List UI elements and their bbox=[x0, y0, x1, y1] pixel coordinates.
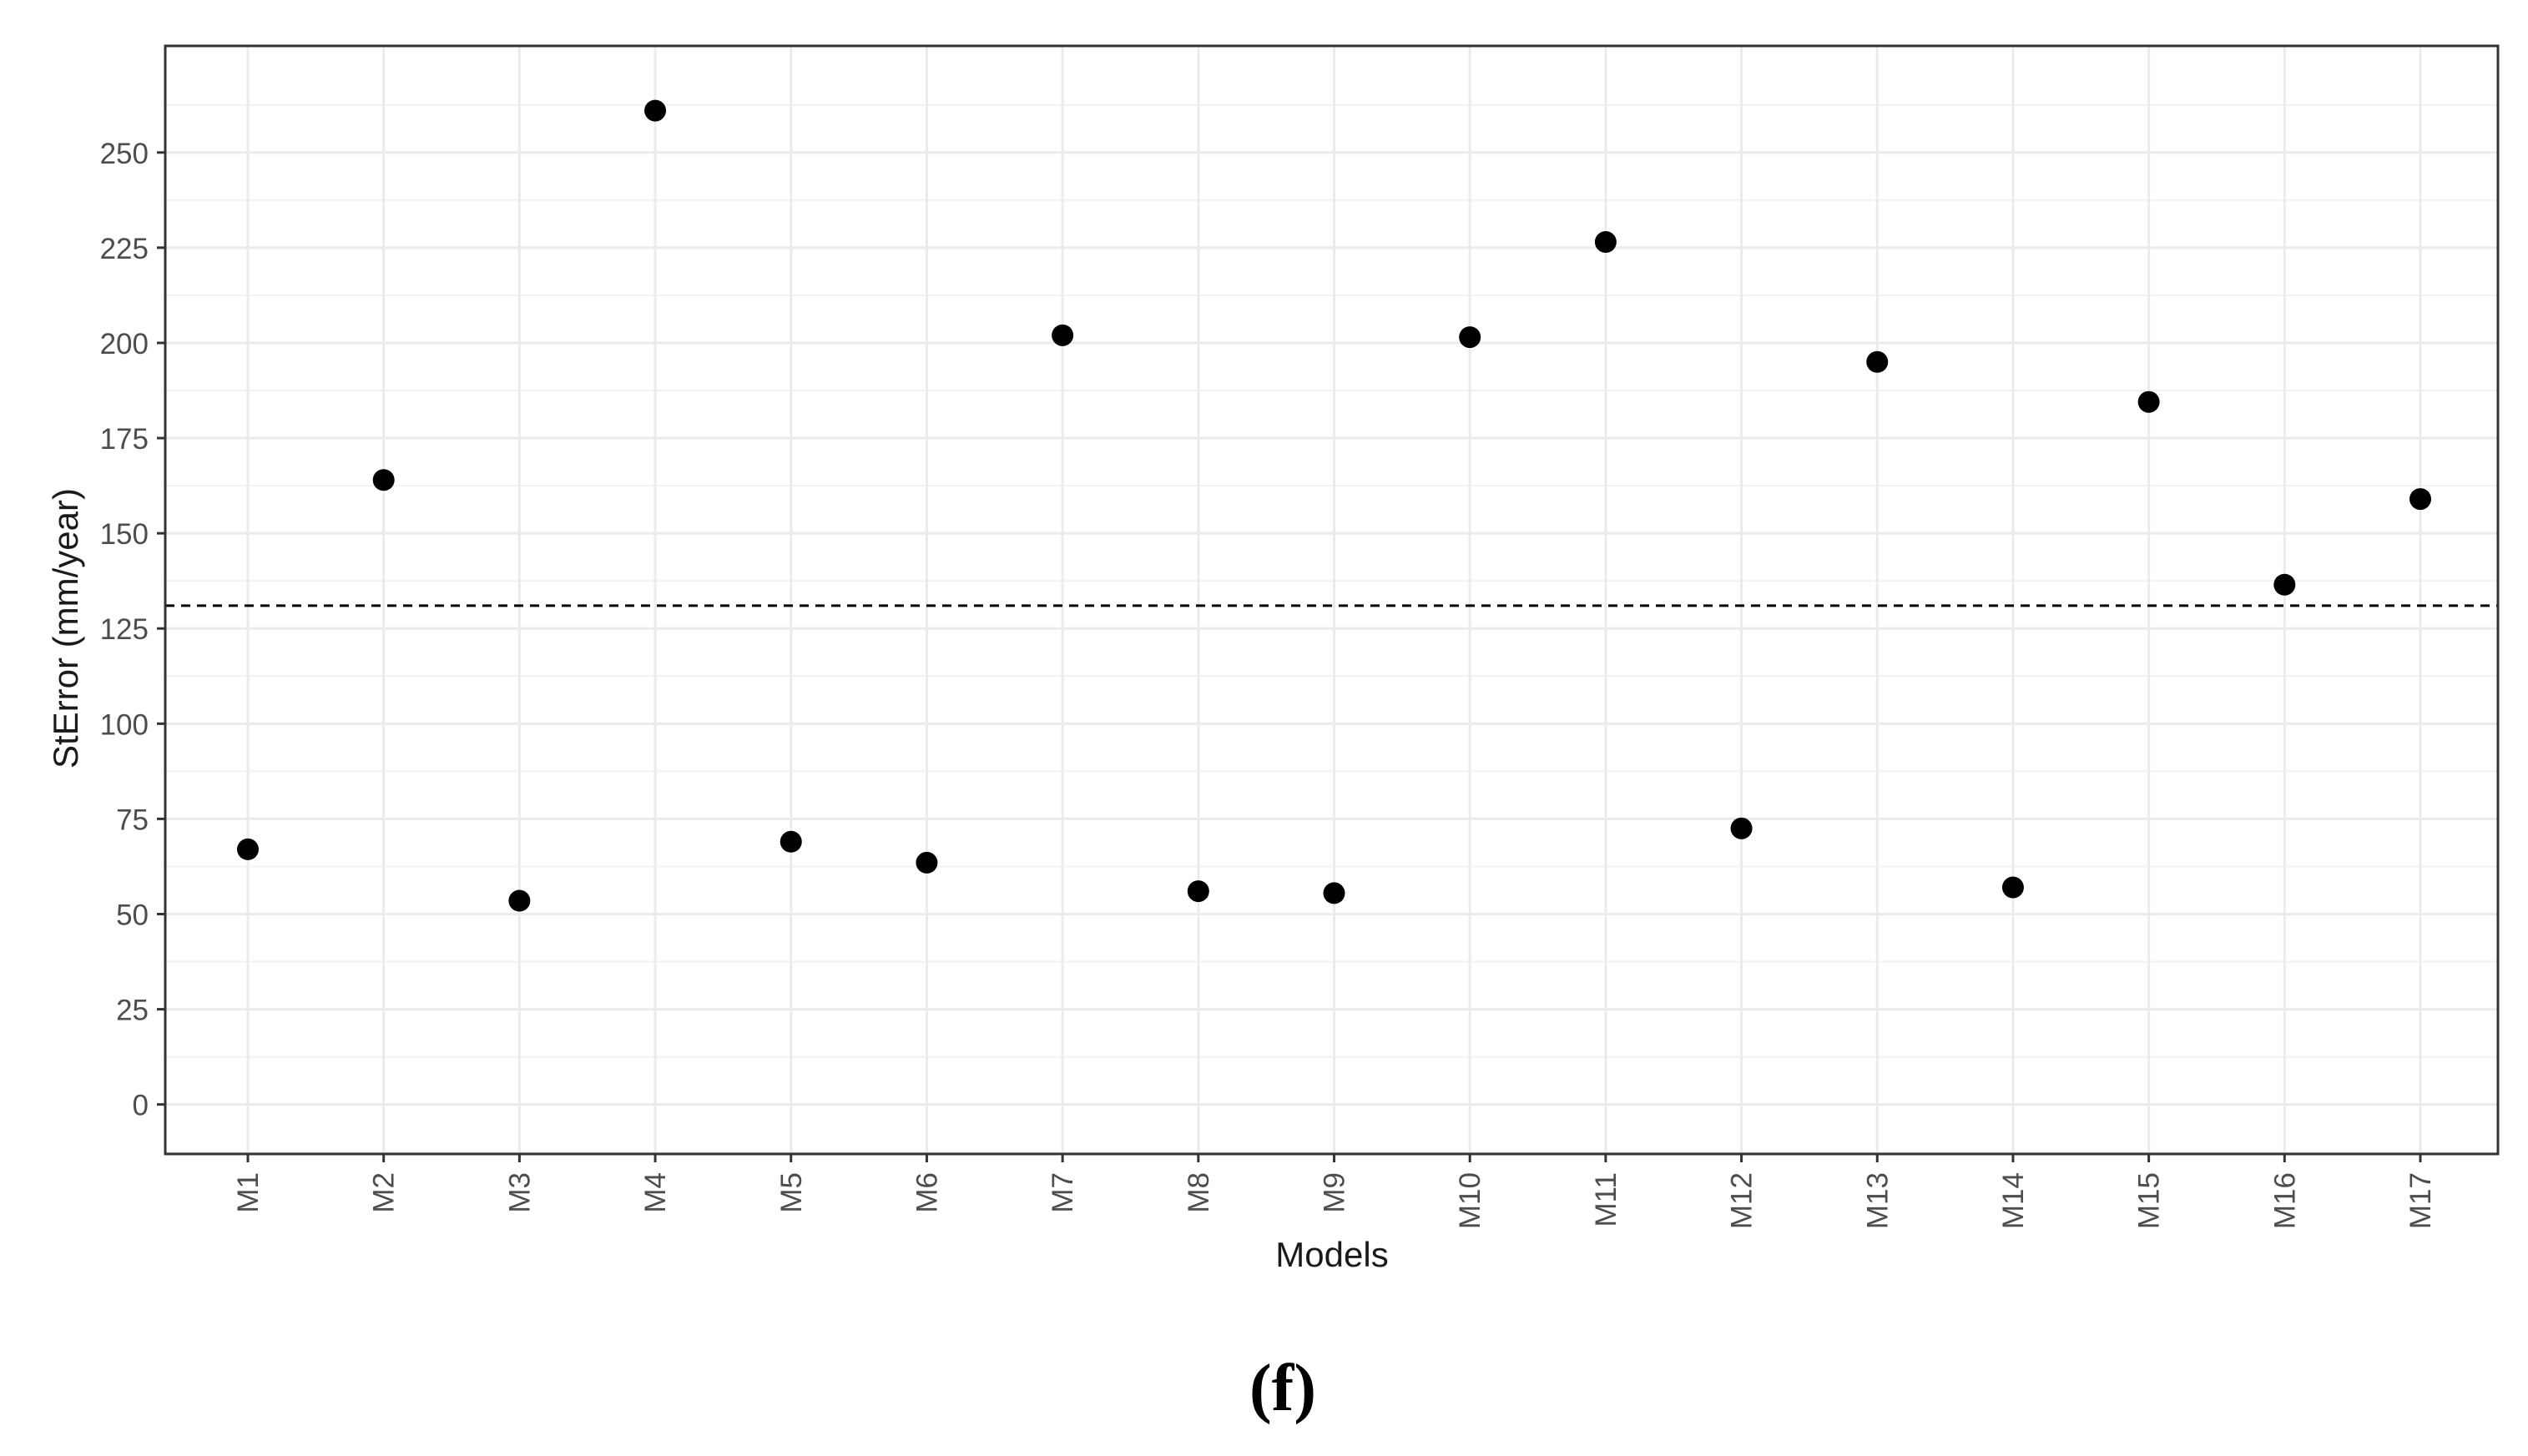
y-tick-label: 200 bbox=[100, 328, 149, 360]
y-tick-label: 75 bbox=[116, 804, 149, 836]
y-tick-label: 150 bbox=[100, 518, 149, 551]
x-tick-label: M10 bbox=[1454, 1172, 1486, 1229]
panel-caption: (f) bbox=[1249, 1352, 1316, 1425]
y-tick-label: 100 bbox=[100, 708, 149, 741]
grid-lines bbox=[165, 46, 2498, 1154]
data-point-m2 bbox=[372, 469, 395, 491]
y-tick-label: 125 bbox=[100, 613, 149, 646]
data-point-m15 bbox=[2137, 390, 2160, 413]
y-tick-label: 50 bbox=[116, 899, 149, 931]
x-tick-label: M5 bbox=[775, 1172, 808, 1213]
x-tick-label: M9 bbox=[1319, 1172, 1351, 1213]
x-tick-label: M8 bbox=[1183, 1172, 1215, 1213]
data-point-m9 bbox=[1323, 882, 1345, 904]
x-tick-label: M7 bbox=[1047, 1172, 1079, 1213]
data-point-m17 bbox=[2409, 488, 2431, 511]
x-tick-label: M16 bbox=[2268, 1172, 2301, 1229]
data-point-m14 bbox=[2001, 876, 2024, 899]
data-point-m6 bbox=[916, 851, 938, 874]
x-tick-label: M15 bbox=[2133, 1172, 2166, 1229]
axis-labels: Models StError (mm/year) (f) bbox=[46, 488, 1389, 1425]
data-points bbox=[237, 99, 2431, 912]
x-tick-label: M4 bbox=[639, 1172, 672, 1213]
y-tick-label: 25 bbox=[116, 995, 149, 1027]
x-tick-label: M3 bbox=[503, 1172, 536, 1213]
data-point-m13 bbox=[1866, 350, 1889, 373]
x-tick-label: M14 bbox=[1997, 1172, 2030, 1229]
y-axis-title: StError (mm/year) bbox=[46, 488, 85, 768]
data-point-m3 bbox=[508, 889, 531, 912]
x-tick-label: M13 bbox=[1861, 1172, 1894, 1229]
data-point-m4 bbox=[644, 99, 667, 122]
data-point-m1 bbox=[237, 838, 259, 860]
y-tick-label: 225 bbox=[100, 233, 149, 265]
axes: 0 25 50 75 100 125 150 175 200 225 250 M1 M2 M3 M4 M5 M6… bbox=[100, 44, 2500, 1229]
y-tick-label: 0 bbox=[133, 1090, 149, 1122]
x-tick-label: M2 bbox=[368, 1172, 401, 1213]
x-tick-label: M1 bbox=[232, 1172, 265, 1213]
data-point-m16 bbox=[2273, 573, 2296, 596]
x-tick-label: M17 bbox=[2404, 1172, 2437, 1229]
x-tick-label: M6 bbox=[911, 1172, 943, 1213]
x-axis-title: Models bbox=[1275, 1235, 1388, 1274]
data-point-m10 bbox=[1459, 326, 1481, 349]
data-point-m12 bbox=[1730, 817, 1753, 839]
y-tick-label: 250 bbox=[100, 138, 149, 170]
x-tick-label: M12 bbox=[1726, 1172, 1758, 1229]
y-tick-label: 175 bbox=[100, 423, 149, 456]
data-point-m11 bbox=[1594, 231, 1617, 254]
data-point-m7 bbox=[1052, 324, 1074, 346]
x-tick-label: M11 bbox=[1590, 1172, 1622, 1227]
data-point-m5 bbox=[780, 830, 802, 853]
data-point-m8 bbox=[1187, 880, 1209, 903]
plot-panel-border bbox=[164, 44, 2500, 1156]
